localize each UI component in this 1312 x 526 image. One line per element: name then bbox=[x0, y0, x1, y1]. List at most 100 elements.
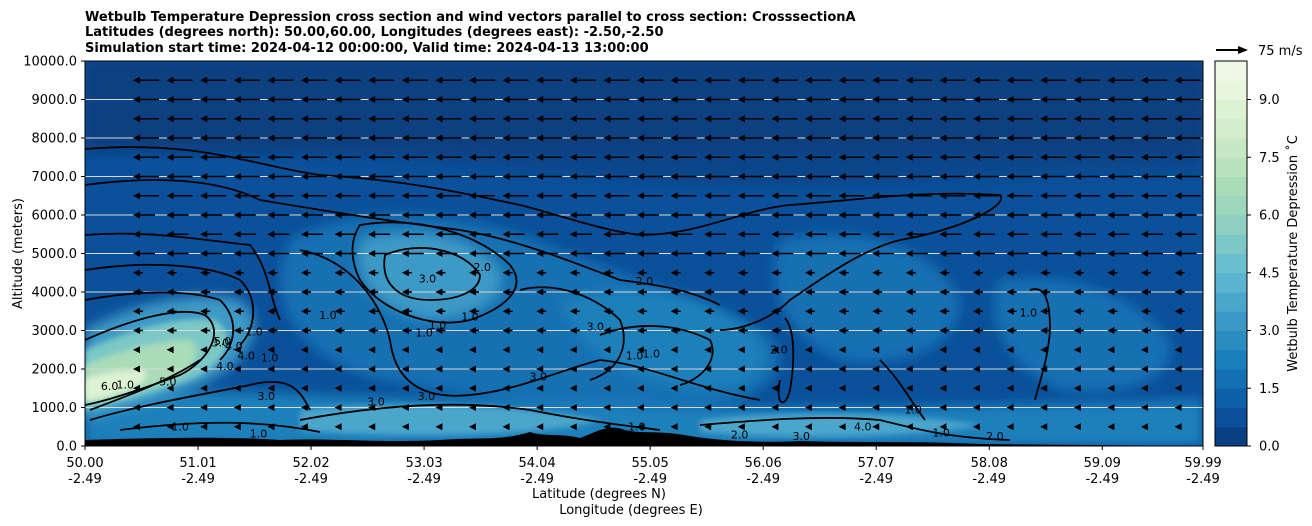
wind-vector bbox=[334, 327, 345, 334]
wind-vector bbox=[1073, 384, 1081, 392]
colorbar-tick-label: 9.0 bbox=[1259, 93, 1280, 108]
wind-vector bbox=[771, 327, 782, 334]
wind-vector bbox=[569, 250, 592, 257]
wind-vector bbox=[233, 173, 260, 180]
contour-label: 1.0 bbox=[643, 347, 661, 360]
wind-vector bbox=[334, 192, 361, 200]
wind-vector bbox=[267, 327, 278, 334]
wind-vector bbox=[133, 384, 140, 392]
wind-vector bbox=[301, 211, 323, 219]
quiver-key-label: 75 m/s bbox=[1258, 44, 1303, 59]
wind-vector bbox=[1006, 153, 1033, 161]
wind-vector bbox=[670, 423, 678, 431]
wind-vector bbox=[805, 346, 812, 354]
wind-vector bbox=[1006, 211, 1029, 219]
wind-vector bbox=[838, 250, 861, 257]
wind-vector bbox=[200, 76, 227, 84]
wind-vector bbox=[166, 134, 193, 142]
wind-vector bbox=[233, 153, 260, 161]
wind-vector bbox=[973, 230, 995, 238]
wind-vector bbox=[569, 192, 596, 200]
wind-vector bbox=[637, 211, 659, 219]
y-tick-label: 1000.0 bbox=[32, 401, 78, 416]
wind-vector bbox=[670, 76, 697, 84]
wind-vector bbox=[1107, 211, 1130, 219]
wind-vector bbox=[368, 423, 376, 431]
wind-vector bbox=[637, 230, 659, 238]
wind-vector bbox=[200, 384, 208, 392]
wind-vector bbox=[569, 134, 596, 142]
wind-vector bbox=[301, 404, 308, 411]
wind-vector bbox=[301, 230, 323, 238]
colorbar-level bbox=[1215, 388, 1247, 408]
wind-vector bbox=[469, 288, 479, 296]
wind-vector bbox=[435, 327, 446, 334]
wind-vector bbox=[939, 327, 950, 334]
wind-vector bbox=[569, 211, 592, 219]
wind-vector bbox=[233, 134, 260, 142]
wind-vector bbox=[1006, 384, 1014, 392]
wind-vector bbox=[1006, 134, 1033, 142]
wind-vector bbox=[469, 365, 476, 373]
wind-vector bbox=[838, 115, 865, 123]
wind-vector bbox=[805, 404, 812, 411]
wind-vector bbox=[939, 153, 966, 161]
wind-vector bbox=[233, 250, 256, 257]
wind-vector bbox=[872, 404, 880, 411]
wind-vector bbox=[905, 346, 913, 354]
wind-vector bbox=[267, 307, 278, 315]
wind-vector bbox=[1141, 134, 1167, 142]
wind-vector bbox=[569, 153, 596, 161]
wind-vector bbox=[872, 423, 880, 431]
wind-vector bbox=[301, 365, 308, 373]
wind-vector bbox=[301, 307, 311, 315]
wind-vector bbox=[1040, 307, 1051, 315]
wind-vector bbox=[536, 307, 547, 315]
wind-vector bbox=[1174, 384, 1182, 392]
wind-vector bbox=[435, 365, 443, 373]
wind-vector bbox=[200, 423, 208, 431]
wind-vector bbox=[737, 250, 760, 257]
wind-vector bbox=[704, 76, 731, 84]
wind-vector bbox=[872, 327, 883, 334]
wind-vector bbox=[1040, 134, 1067, 142]
wind-vector bbox=[704, 96, 731, 103]
wind-vector bbox=[569, 384, 577, 392]
wind-vector bbox=[435, 173, 462, 180]
contour-label: 4.0 bbox=[854, 421, 872, 434]
wind-vector bbox=[233, 192, 260, 200]
x-tick-label-lat: 51.01 bbox=[179, 456, 216, 471]
wind-vector bbox=[805, 230, 827, 238]
wind-vector bbox=[301, 250, 323, 257]
wind-vector bbox=[670, 307, 681, 315]
wind-vector bbox=[939, 96, 966, 103]
wind-vector bbox=[637, 134, 663, 142]
contour-label: 1.0 bbox=[461, 310, 479, 323]
wind-vector bbox=[267, 269, 278, 277]
wind-vector bbox=[973, 269, 983, 277]
wind-vector bbox=[1040, 365, 1048, 373]
wind-vector bbox=[1107, 384, 1115, 392]
wind-vector bbox=[805, 173, 831, 180]
contour-label: 3.0 bbox=[418, 390, 436, 403]
colorbar: 0.0 1.5 3.0 4.5 6.0 7.5 9.0 bbox=[1214, 60, 1280, 455]
wind-vector bbox=[435, 404, 443, 411]
wind-vector bbox=[166, 307, 177, 315]
contour-label: 5.0 bbox=[159, 376, 177, 389]
colorbar-tick-label: 3.0 bbox=[1259, 324, 1280, 339]
wind-vector bbox=[805, 250, 827, 257]
wind-vector bbox=[637, 346, 644, 354]
wind-vector bbox=[1073, 96, 1100, 103]
wind-vector bbox=[838, 173, 865, 180]
wind-vector bbox=[872, 153, 899, 161]
y-tick-label: 10000.0 bbox=[23, 55, 77, 70]
wind-vector bbox=[637, 423, 644, 431]
wind-vectors bbox=[133, 76, 1201, 431]
colorbar-level bbox=[1215, 118, 1247, 139]
wind-vector bbox=[1006, 288, 1017, 296]
wind-vector bbox=[1073, 134, 1100, 142]
y-tick-label: 7000.0 bbox=[32, 170, 78, 185]
wind-vector bbox=[872, 134, 899, 142]
x-axis-label-lon: Longitude (degrees E) bbox=[559, 503, 703, 518]
wind-vector bbox=[1141, 76, 1167, 84]
